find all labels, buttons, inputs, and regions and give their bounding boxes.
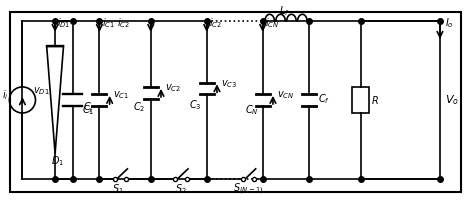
Text: $i_{C1}$: $i_{C1}$: [102, 16, 115, 30]
Text: $i_{C2}$: $i_{C2}$: [117, 16, 130, 30]
Text: $v_{D1}$: $v_{D1}$: [33, 86, 49, 97]
Text: $S_1$: $S_1$: [112, 182, 124, 196]
Text: $C_f$: $C_f$: [318, 92, 330, 106]
Text: $C_2$: $C_2$: [133, 101, 146, 114]
Text: $v_{CN}$: $v_{CN}$: [277, 90, 294, 101]
Text: $C_1$: $C_1$: [82, 103, 94, 117]
Text: $S_2$: $S_2$: [175, 182, 187, 196]
Text: $S_{(N-1)}$: $S_{(N-1)}$: [233, 182, 264, 197]
Text: $i_i$: $i_i$: [2, 88, 9, 102]
Text: $C_N$: $C_N$: [245, 103, 259, 117]
Text: $C_j$: $C_j$: [83, 101, 94, 115]
Text: $V_o$: $V_o$: [445, 93, 459, 107]
Text: $i_{D1}$: $i_{D1}$: [57, 16, 71, 30]
Text: $L_f$: $L_f$: [279, 4, 290, 18]
Text: $C_3$: $C_3$: [189, 98, 201, 112]
Text: $I_o$: $I_o$: [445, 16, 453, 30]
Text: $i_{CN}$: $i_{CN}$: [265, 16, 279, 30]
Text: $R$: $R$: [371, 94, 379, 106]
Text: $v_{C1}$: $v_{C1}$: [113, 90, 129, 101]
Text: $i_{C2}$: $i_{C2}$: [209, 16, 222, 30]
Text: $v_{C2}$: $v_{C2}$: [165, 83, 181, 94]
Text: $D_1$: $D_1$: [51, 154, 64, 168]
Text: $v_{C3}$: $v_{C3}$: [221, 78, 237, 90]
